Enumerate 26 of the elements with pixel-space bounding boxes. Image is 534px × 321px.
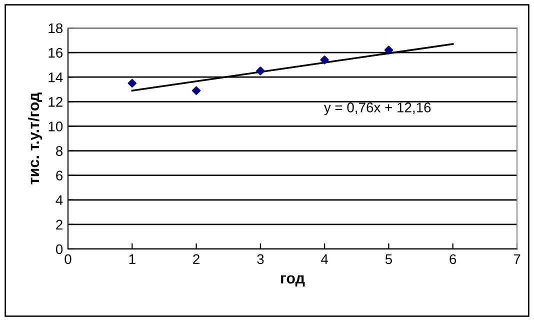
point [128,78,137,88]
y-tick-label: 18 [48,23,63,34]
y-tick-label: 10 [48,122,63,132]
x-tick-label: 7 [514,254,520,264]
x-tick-label: 0 [64,254,72,264]
x-tick-label: 4 [321,254,328,264]
point [320,56,329,64]
x-axis-title: год [281,275,305,286]
point [256,66,265,76]
y-tick-label: 2 [56,220,62,230]
point [384,46,394,54]
y-tick-label: 6 [56,170,63,181]
x-tick-label: 1 [129,254,136,264]
x-tick-label: 5 [385,254,392,264]
x-tick-label: 6 [450,254,456,264]
x-tick-label: 3 [257,254,264,264]
y-tick-label: 16 [48,48,63,58]
annotation: y = 0,76x + 12,16 [324,102,431,116]
point [192,86,201,95]
y-tick-label: 14 [48,72,63,82]
y-tick-label: 12 [48,97,62,107]
y-tick-label: 0 [56,244,63,254]
x-tick-label: 2 [193,254,200,264]
y-tick-label: 4 [56,195,63,205]
y-tick-label: 8 [56,146,63,156]
y-axis-title: тис. т.у.т/год [28,92,42,184]
